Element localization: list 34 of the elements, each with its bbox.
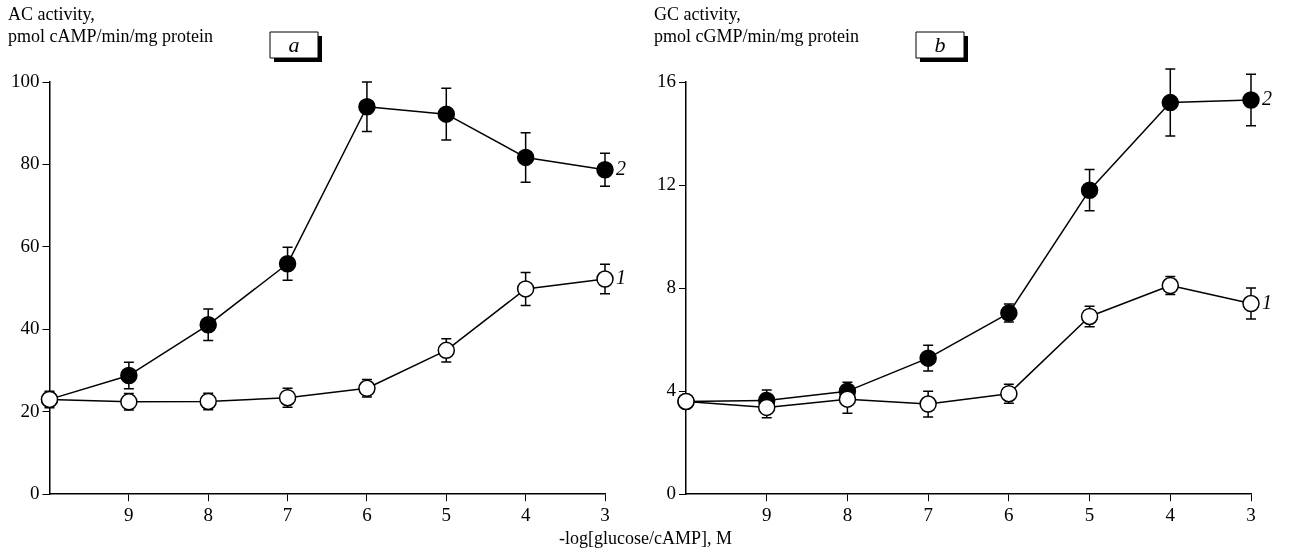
x-tick-label: 4 <box>1165 503 1176 525</box>
text: b <box>934 31 946 57</box>
x-axis-title: -log[glucose/cAMP], M <box>558 528 733 549</box>
y-tick-label: 40 <box>20 317 40 339</box>
y-tick-label: 80 <box>20 152 40 174</box>
y-tick-label: 8 <box>666 276 676 298</box>
x-tick-label: 5 <box>441 503 452 525</box>
y-tick-label: 0 <box>666 482 676 504</box>
series-label: 1 <box>1262 290 1272 313</box>
x-tick-label: 3 <box>1246 503 1256 525</box>
x-tick-label: 8 <box>203 503 213 525</box>
y-tick-label: 100 <box>11 69 40 91</box>
y-tick-label: 4 <box>666 379 677 401</box>
y-tick-label: 16 <box>657 69 676 91</box>
series-label: 1 <box>616 266 626 289</box>
y-axis-title: AC activity, pmol cAMP/min/mg protein <box>8 4 213 46</box>
series-label: 2 <box>616 157 626 180</box>
x-tick-label: 8 <box>842 503 853 525</box>
y-axis-title: GC activity, pmol cGMP/min/mg protein <box>654 4 859 46</box>
x-tick-label: 9 <box>761 503 772 525</box>
x-tick-label: 9 <box>124 503 134 525</box>
y-tick-label: 0 <box>30 482 40 504</box>
x-tick-label: 5 <box>1084 503 1095 525</box>
y-tick-label: 60 <box>20 234 40 256</box>
y-tick-label: 12 <box>657 173 676 195</box>
y-tick-label: 20 <box>20 399 40 421</box>
text: a <box>288 31 300 57</box>
x-tick-label: 6 <box>1004 503 1014 525</box>
x-tick-label: 7 <box>923 503 933 525</box>
x-tick-label: 6 <box>362 503 372 525</box>
series-label: 2 <box>1262 87 1272 110</box>
x-tick-label: 7 <box>282 503 293 525</box>
x-tick-label: 4 <box>520 503 531 525</box>
x-tick-label: 3 <box>600 503 610 525</box>
